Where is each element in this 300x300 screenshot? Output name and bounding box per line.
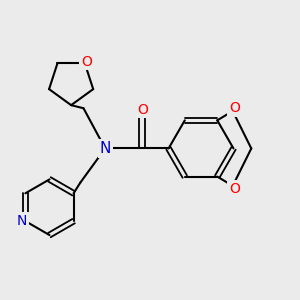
- Text: O: O: [81, 55, 92, 69]
- Text: N: N: [100, 141, 111, 156]
- Text: N: N: [17, 214, 28, 228]
- Text: O: O: [229, 182, 240, 196]
- Text: O: O: [137, 103, 148, 117]
- Text: O: O: [229, 101, 240, 115]
